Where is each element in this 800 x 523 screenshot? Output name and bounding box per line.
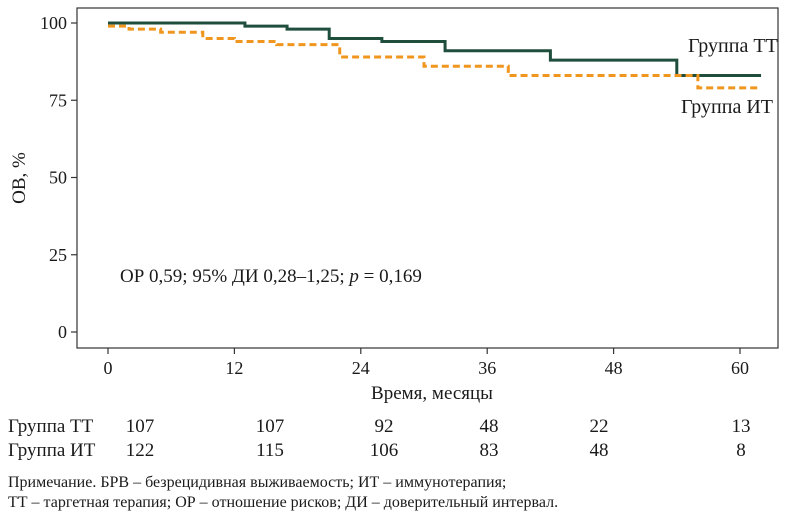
y-tick-label: 100 [40, 13, 67, 33]
risk-count: 115 [256, 440, 284, 461]
risk-count: 83 [480, 440, 499, 461]
risk-count: 13 [732, 416, 751, 437]
series-label-it: Группа ИТ [681, 96, 773, 118]
survival-chart: 0 25 50 75 100 0 12 24 36 48 60 ОВ, % Время, месяц… [8, 7, 779, 461]
x-tick-label: 36 [478, 358, 496, 378]
annotation-p-value: = 0,169 [359, 266, 422, 287]
risk-row-label-tt: Группа ТТ [8, 416, 94, 437]
risk-count: 8 [736, 440, 746, 461]
risk-count: 92 [375, 416, 394, 437]
risk-row-label-it: Группа ИТ [8, 440, 96, 461]
annotation-prefix: ОР 0,59; 95% ДИ 0,28–1,25; [120, 266, 349, 287]
y-tick-label: 25 [49, 245, 67, 265]
risk-count: 122 [126, 440, 155, 461]
annotation-p-symbol: p [347, 266, 359, 287]
x-tick-label: 48 [605, 358, 623, 378]
x-tick-label: 0 [104, 358, 113, 378]
y-tick-label: 75 [49, 90, 67, 110]
x-tick-label: 60 [731, 358, 749, 378]
footnote-line-1: Примечание. БРВ – безрецидивная выживаем… [8, 474, 507, 491]
y-tick-label: 50 [49, 168, 67, 188]
hazard-ratio-annotation: ОР 0,59; 95% ДИ 0,28–1,25; p = 0,169 [120, 266, 422, 287]
series-line-tt [108, 21, 762, 78]
risk-count: 107 [126, 416, 155, 437]
risk-count: 48 [480, 416, 499, 437]
x-tick-label: 12 [225, 358, 243, 378]
risk-count: 106 [370, 440, 399, 461]
risk-table: 107 107 92 48 22 13 122 115 106 83 48 8 [126, 416, 751, 461]
axes-layer: 0 25 50 75 100 0 12 24 36 48 60 [40, 7, 779, 378]
series-label-tt: Группа ТТ [688, 35, 778, 57]
series-line-it [108, 24, 762, 90]
x-tick-label: 24 [352, 358, 370, 378]
footnote: Примечание. БРВ – безрецидивная выживаем… [8, 473, 788, 513]
risk-count: 107 [256, 416, 285, 437]
risk-count: 22 [590, 416, 609, 437]
y-axis-label: ОВ, % [9, 152, 30, 204]
footnote-line-2: ТТ – таргетная терапия; ОР – отношение р… [8, 494, 559, 511]
series-layer [108, 21, 762, 90]
x-axis-label: Время, месяцы [371, 383, 493, 404]
y-tick-label: 0 [58, 322, 67, 342]
risk-count: 48 [590, 440, 609, 461]
